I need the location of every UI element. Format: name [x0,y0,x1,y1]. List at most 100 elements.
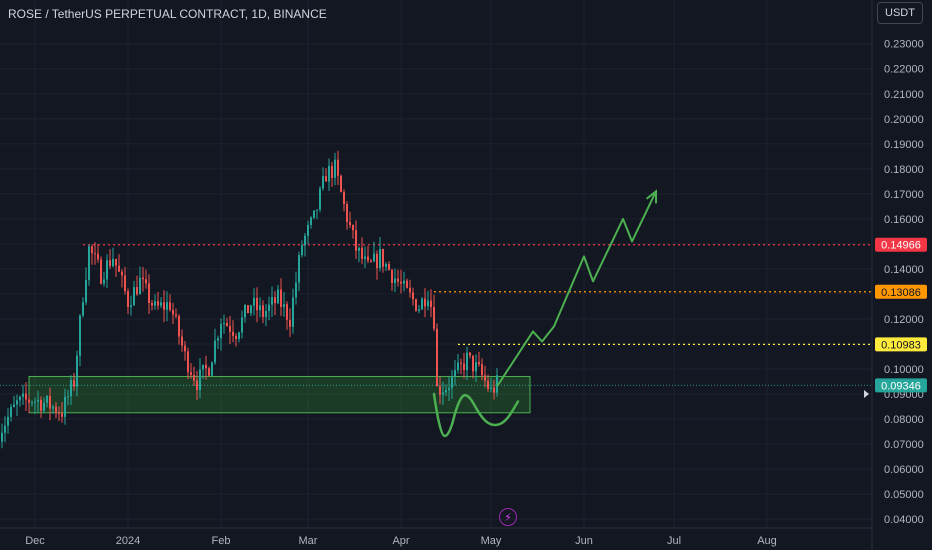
candle-body [439,386,441,395]
date-tick: Feb [212,535,231,547]
candle-body [415,299,417,311]
candle-body [343,191,345,205]
candle-body [40,399,42,411]
candle-body [115,258,117,266]
candle-body [118,265,120,272]
candle-body [283,304,285,308]
currency-button[interactable]: USDT [877,2,923,24]
candle-body [319,188,321,210]
candle-body [334,159,336,178]
candle-body [139,277,141,295]
candle-body [436,328,438,387]
candle-body [52,406,54,409]
candle-body [178,316,180,337]
price-marker-icon [864,390,869,398]
candle-body [259,305,261,311]
drawings [432,189,658,438]
candle-body [322,176,324,189]
candle-body [409,287,411,293]
candle-body [100,259,102,284]
candle-body [28,399,30,403]
price-tick: 0.19000 [884,139,924,151]
candle-body [103,279,105,284]
candle-body [214,340,216,363]
candle-body [358,247,360,251]
candle-body [55,406,57,413]
candle-body [403,280,405,284]
candle-body [364,256,366,259]
candle-body [328,165,330,182]
price-tick: 0.07000 [884,439,924,451]
candle-body [373,253,375,262]
price-tick: 0.22000 [884,64,924,76]
candle-body [397,278,399,282]
candle-body [76,355,78,387]
candle-body [301,245,303,256]
price-label-bg [875,284,927,299]
candle-body [7,416,9,426]
candle-body [133,287,135,306]
candle-body [421,298,423,310]
candle-body [43,402,45,411]
candle-body [34,401,36,403]
date-tick: Jul [667,535,681,547]
candle-body [196,380,198,390]
candle-body [316,209,318,211]
candle-body [190,372,192,375]
candle-body [304,235,306,246]
date-tick: Mar [299,535,318,547]
candle-body [208,368,210,376]
price-tick: 0.12000 [884,314,924,326]
candle-body [157,301,159,306]
candle-body [430,300,432,308]
candle-body [424,298,426,307]
candle-body [412,292,414,300]
candle-body [481,364,483,376]
candle-body [349,221,351,226]
chart-title: ROSE / TetherUS PERPETUAL CONTRACT, 1D, … [8,7,327,21]
candle-body [22,393,24,397]
candle-body [151,302,153,306]
candle-body [25,393,27,400]
candle-body [454,370,456,377]
candle-body [91,246,93,254]
candle-body [277,289,279,304]
candle-body [175,314,177,317]
lightning-icon[interactable]: ⚡ [499,508,517,526]
candle-body [205,364,207,369]
candle-body [292,297,294,327]
price-label: 0.13086 [881,287,921,299]
candle-body [160,302,162,306]
candle-body [124,275,126,292]
date-tick: Dec [25,535,45,547]
candle-body [289,319,291,327]
candle-body [136,287,138,295]
price-tick: 0.14000 [884,264,924,276]
candle-body [406,280,408,288]
candle-body [250,305,252,314]
candle-body [271,297,273,305]
candle-body [370,260,372,262]
date-tick: Apr [392,535,409,547]
candle-body [274,297,276,304]
candle-body [49,395,51,409]
price-tick: 0.16000 [884,214,924,226]
candle-body [391,269,393,284]
price-labels: 0.14966 0.13086 0.10983 0.09346 [864,237,927,398]
candle-body [376,253,378,268]
candle-body [394,278,396,284]
candle-body [475,362,477,372]
candle-body [232,331,234,336]
price-tick: 0.20000 [884,114,924,126]
candle-body [106,260,108,280]
candle-body [217,338,219,341]
date-tick: Aug [757,535,777,547]
candles [1,150,498,449]
candle-body [490,387,492,389]
price-tick: 0.21000 [884,89,924,101]
candle-body [127,291,129,307]
price-tick: 0.17000 [884,189,924,201]
date-tick: Jun [575,535,593,547]
candle-body [457,362,459,371]
